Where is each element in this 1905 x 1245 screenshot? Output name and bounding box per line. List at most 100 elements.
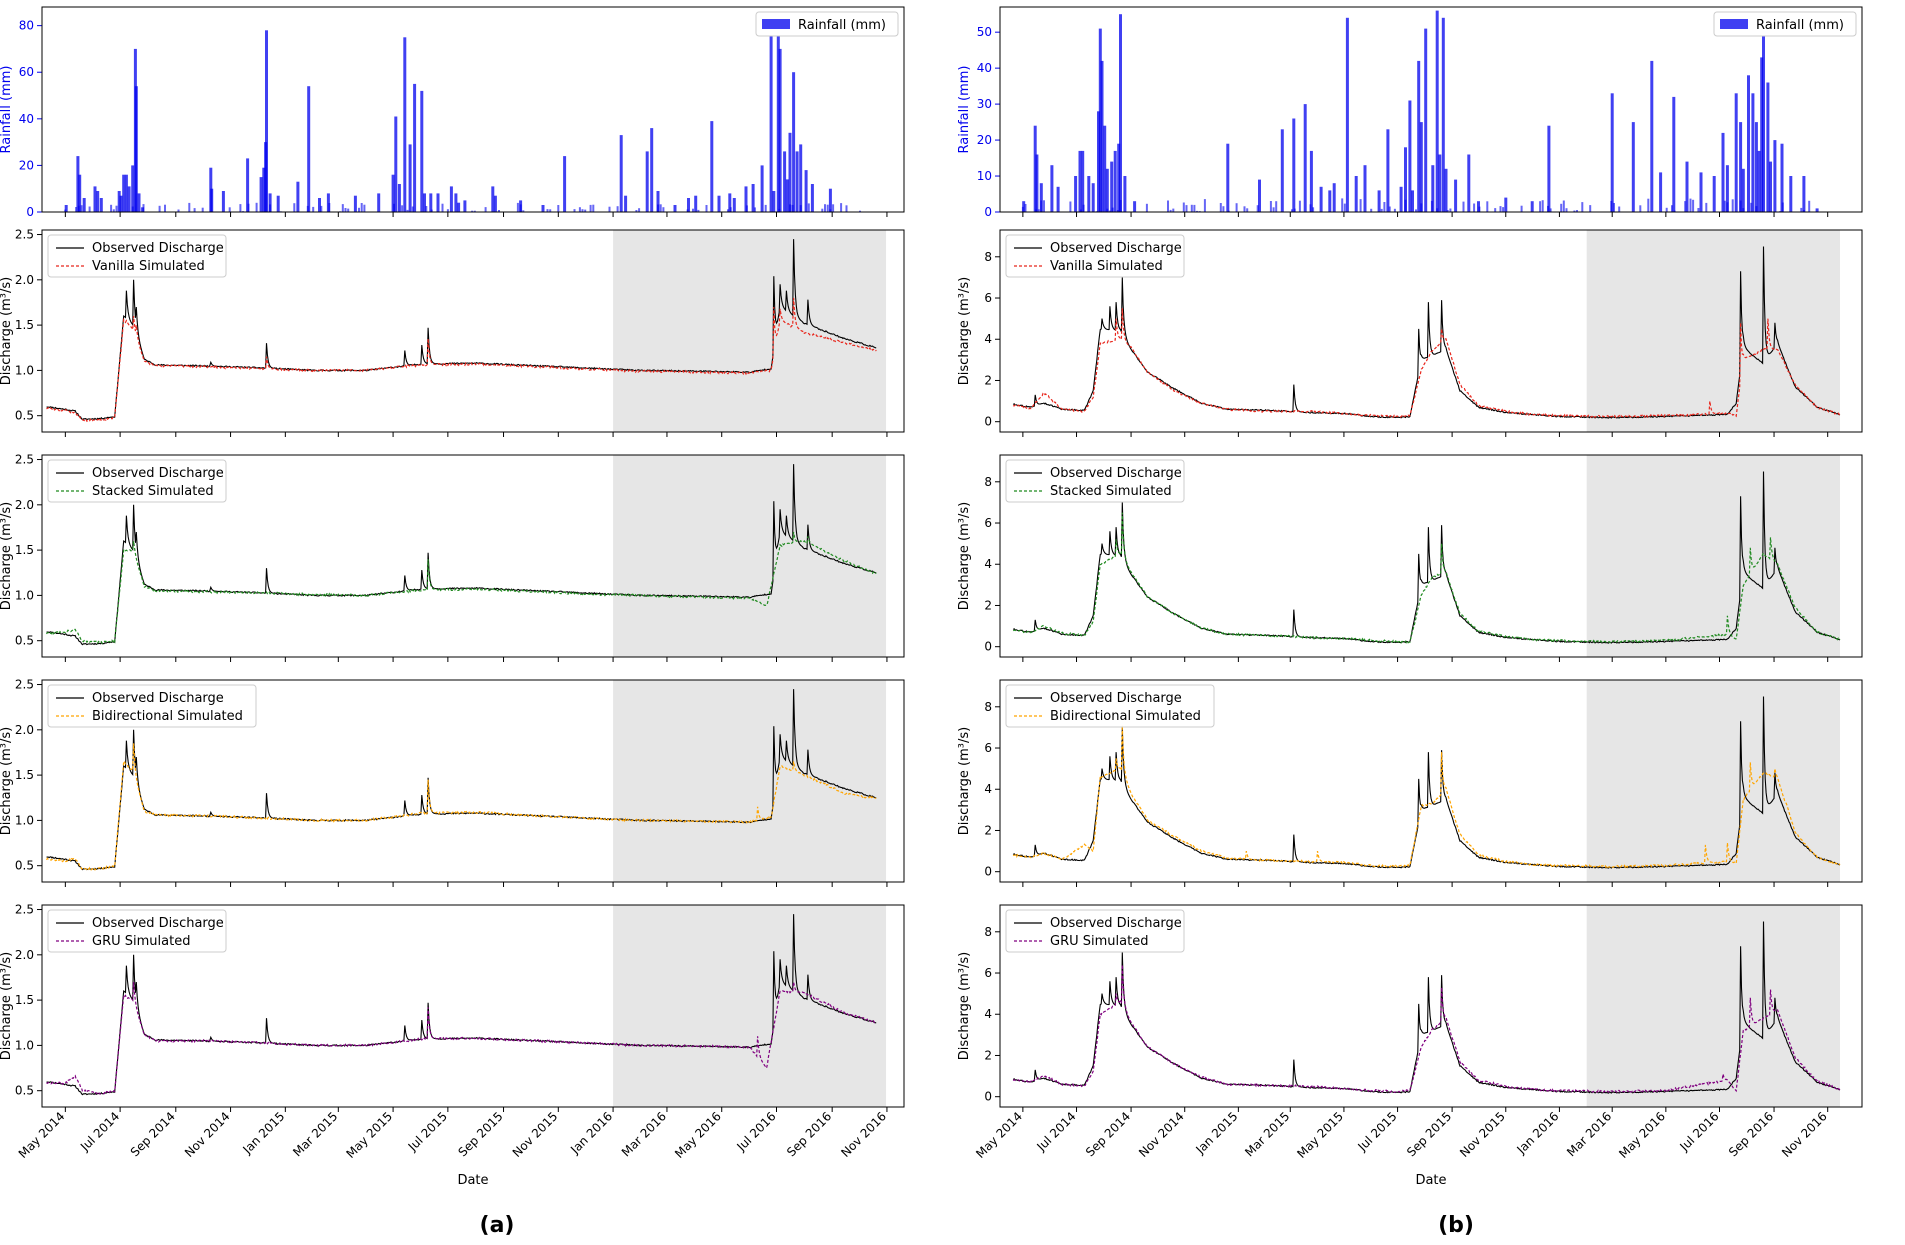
rain-drizzle-bar-b-121	[1341, 198, 1344, 212]
rain-bar-a-5	[96, 191, 100, 212]
rain-drizzle-bar-a-19	[115, 205, 118, 212]
rain-ylabel-a: Rainfall (mm)	[0, 66, 14, 154]
rain-drizzle-bar-b-215	[1589, 205, 1592, 212]
rain-bar-a-53	[624, 195, 628, 212]
rain-drizzle-bar-a-192	[581, 209, 584, 212]
rain-bar-a-67	[769, 11, 773, 213]
rain-drizzle-bar-b-94	[1269, 201, 1272, 212]
rain-drizzle-bar-b-64	[1190, 204, 1193, 212]
rain-legend-label-a: Rainfall (mm)	[798, 18, 886, 33]
rain-drizzle-bar-a-98	[328, 203, 331, 212]
rain-drizzle-bar-b-65	[1193, 204, 1196, 212]
rain-bar-b-65	[1739, 122, 1743, 212]
ytick-label-b-4-0: 0	[984, 1090, 992, 1104]
legend-simulated-label-b-2: Stacked Simulated	[1050, 484, 1172, 499]
rain-drizzle-bar-b-246	[1671, 205, 1673, 212]
discharge-ylabel-b-4: Discharge (m³/s)	[957, 952, 972, 1060]
rain-drizzle-bar-b-171	[1473, 203, 1476, 212]
rain-bar-a-22	[262, 167, 266, 212]
rain-drizzle-bar-a-191	[578, 207, 581, 212]
legend-box-b-1	[1005, 234, 1185, 278]
ytick-label-a-1-1: 1.0	[15, 363, 34, 377]
rain-bar-b-8	[1081, 150, 1085, 212]
rain-drizzle-bar-b-237	[1647, 198, 1650, 212]
rain-bar-b-33	[1363, 165, 1367, 212]
rain-bar-a-50	[541, 205, 545, 212]
rain-bar-b-3	[1039, 183, 1043, 212]
rain-bar-b-13	[1100, 60, 1104, 213]
rain-drizzle-bar-b-128	[1359, 199, 1362, 212]
rain-drizzle-bar-b-278	[1755, 206, 1758, 212]
xlabel-b: Date	[1415, 1173, 1446, 1188]
rain-drizzle-bar-a-51	[201, 207, 204, 212]
rain-drizzle-bar-a-221	[659, 204, 662, 212]
rain-drizzle-bar-a-169	[519, 204, 522, 212]
ytick-label-b-3-2: 4	[984, 782, 992, 796]
axes-frame-b-4	[999, 904, 1863, 1108]
axes-frame-a-3	[41, 679, 905, 883]
rain-bar-b-24	[1280, 129, 1284, 212]
rain-drizzle-bar-a-37	[164, 204, 166, 212]
rain-bar-a-65	[751, 184, 755, 212]
rain-bar-a-19	[221, 191, 225, 212]
rain-bar-a-32	[377, 193, 381, 212]
legend-observed-label-a-3: Observed Discharge	[92, 691, 224, 706]
rain-bar-b-55	[1631, 122, 1635, 212]
rain-drizzle-bar-a-65	[239, 204, 242, 212]
rain-bar-b-60	[1699, 172, 1703, 212]
ytick-label-b-2-2: 4	[984, 557, 992, 571]
rain-drizzle-bar-b-66	[1196, 210, 1198, 212]
ytick-label-b-3-3: 6	[984, 741, 992, 755]
ytick-label-a-3-3: 2.0	[15, 723, 34, 737]
rain-drizzle-bar-a-105	[347, 208, 350, 212]
rain-bar-b-25	[1292, 118, 1296, 212]
rain-bar-b-61	[1712, 176, 1716, 212]
rain-drizzle-bar-b-224	[1613, 203, 1615, 212]
legend-observed-label-a-1: Observed Discharge	[92, 241, 224, 256]
ytick-label-b-3-0: 0	[984, 865, 992, 879]
rain-drizzle-bar-b-151	[1420, 203, 1423, 212]
rain-drizzle-bar-a-110	[360, 203, 363, 212]
rain-bar-a-31	[353, 195, 357, 212]
rain-drizzle-bar-a-152	[473, 210, 476, 212]
rain-drizzle-bar-b-122	[1343, 203, 1346, 212]
rain-drizzle-bar-a-256	[753, 207, 756, 212]
rain-bar-a-45	[457, 202, 461, 212]
rain-drizzle-bar-b-204	[1560, 203, 1563, 212]
rain-drizzle-bar-b-0	[1021, 206, 1024, 212]
rain-drizzle-bar-a-68	[247, 203, 250, 212]
rain-drizzle-bar-a-18	[112, 209, 115, 212]
rain-legend-box-a	[755, 11, 899, 37]
ytick-label-b-3-4: 8	[984, 700, 992, 714]
axes-frame-b-1	[999, 229, 1863, 433]
rain-bar-b-2	[1035, 154, 1039, 212]
ytick-label-a-3-2: 1.5	[15, 768, 34, 782]
ytick-label-b-4-1: 2	[984, 1048, 992, 1062]
rain-bar-a-61	[717, 195, 721, 212]
rain-bar-a-4	[93, 186, 97, 212]
rain-drizzle-bar-a-140	[441, 203, 444, 212]
rain-ytick-label-b-5: 50	[977, 25, 992, 39]
rain-drizzle-bar-a-179	[546, 209, 549, 212]
ytick-label-b-2-4: 8	[984, 475, 992, 489]
test-period-shade-a-3	[613, 680, 887, 882]
rain-bar-a-1	[76, 156, 80, 212]
rain-drizzle-bar-b-62	[1185, 205, 1188, 212]
rain-drizzle-bar-a-235	[697, 209, 700, 212]
rain-drizzle-bar-b-8	[1043, 200, 1045, 212]
rain-bar-a-27	[296, 181, 300, 212]
rain-bar-a-55	[650, 128, 654, 212]
rain-bar-b-40	[1417, 60, 1421, 213]
rain-bar-b-76	[1780, 143, 1784, 212]
ytick-label-b-1-1: 2	[984, 373, 992, 387]
rain-bar-a-76	[799, 144, 803, 212]
rain-bar-a-66	[760, 165, 764, 212]
ytick-label-a-1-0: 0.5	[15, 409, 34, 423]
rain-drizzle-bar-b-7	[1040, 200, 1043, 212]
legend-box-a-1	[47, 234, 227, 278]
xlabel-a: Date	[457, 1173, 488, 1188]
rain-drizzle-bar-b-200	[1549, 208, 1552, 212]
rain-drizzle-bar-b-89	[1256, 205, 1259, 212]
rain-drizzle-bar-b-110	[1312, 207, 1315, 212]
